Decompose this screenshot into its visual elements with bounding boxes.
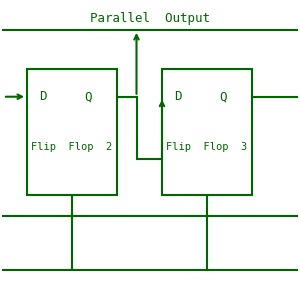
Text: Parallel  Output: Parallel Output	[90, 12, 210, 25]
Bar	[27, 69, 117, 195]
Text: Flip  Flop  2: Flip Flop 2	[32, 142, 112, 152]
Text: Flip  Flop  3: Flip Flop 3	[167, 142, 248, 152]
Text: Q: Q	[219, 90, 226, 103]
Bar	[162, 69, 252, 195]
Text: D: D	[39, 90, 46, 103]
Text: D: D	[174, 90, 182, 103]
Text: Q: Q	[84, 90, 92, 103]
